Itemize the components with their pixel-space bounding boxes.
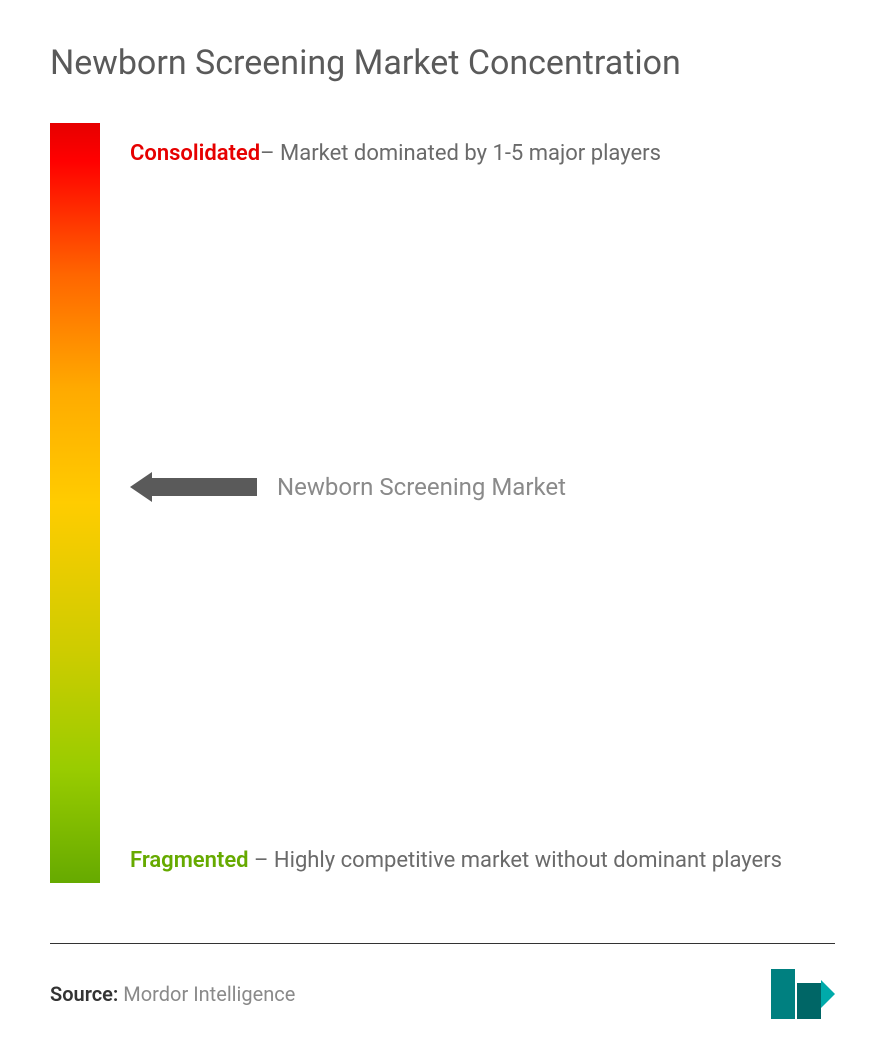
source-attribution: Source: Mordor Intelligence <box>50 982 295 1006</box>
source-name: Mordor Intelligence <box>118 982 295 1006</box>
footer-divider <box>50 943 835 944</box>
arrow-shaft <box>152 478 257 496</box>
footer-content: Source: Mordor Intelligence <box>50 969 835 1019</box>
consolidated-description: – Market dominated by 1-5 major players <box>260 141 661 166</box>
arrow-icon <box>130 472 257 502</box>
source-label: Source: <box>50 982 118 1006</box>
logo-bar-2 <box>797 983 821 1019</box>
mordor-logo-icon <box>771 969 835 1019</box>
footer: Source: Mordor Intelligence <box>50 943 835 1019</box>
arrow-head <box>130 472 152 502</box>
market-indicator: Newborn Screening Market <box>130 472 566 502</box>
content-area: Consolidated– Market dominated by 1-5 ma… <box>100 123 835 883</box>
logo-triangle <box>821 980 835 1008</box>
chart-area: Consolidated– Market dominated by 1-5 ma… <box>50 123 835 883</box>
consolidated-label: Consolidated– Market dominated by 1-5 ma… <box>130 128 815 181</box>
consolidated-highlight: Consolidated <box>130 141 260 166</box>
market-name-label: Newborn Screening Market <box>277 473 566 501</box>
concentration-gradient-bar <box>50 123 100 883</box>
fragmented-label: Fragmented – Highly competitive market w… <box>130 835 815 888</box>
logo-bar-1 <box>771 969 795 1019</box>
chart-title: Newborn Screening Market Concentration <box>50 40 835 88</box>
fragmented-highlight: Fragmented <box>130 848 249 873</box>
fragmented-description: – Highly competitive market without domi… <box>249 848 782 873</box>
infographic-container: Newborn Screening Market Concentration C… <box>0 0 885 1054</box>
